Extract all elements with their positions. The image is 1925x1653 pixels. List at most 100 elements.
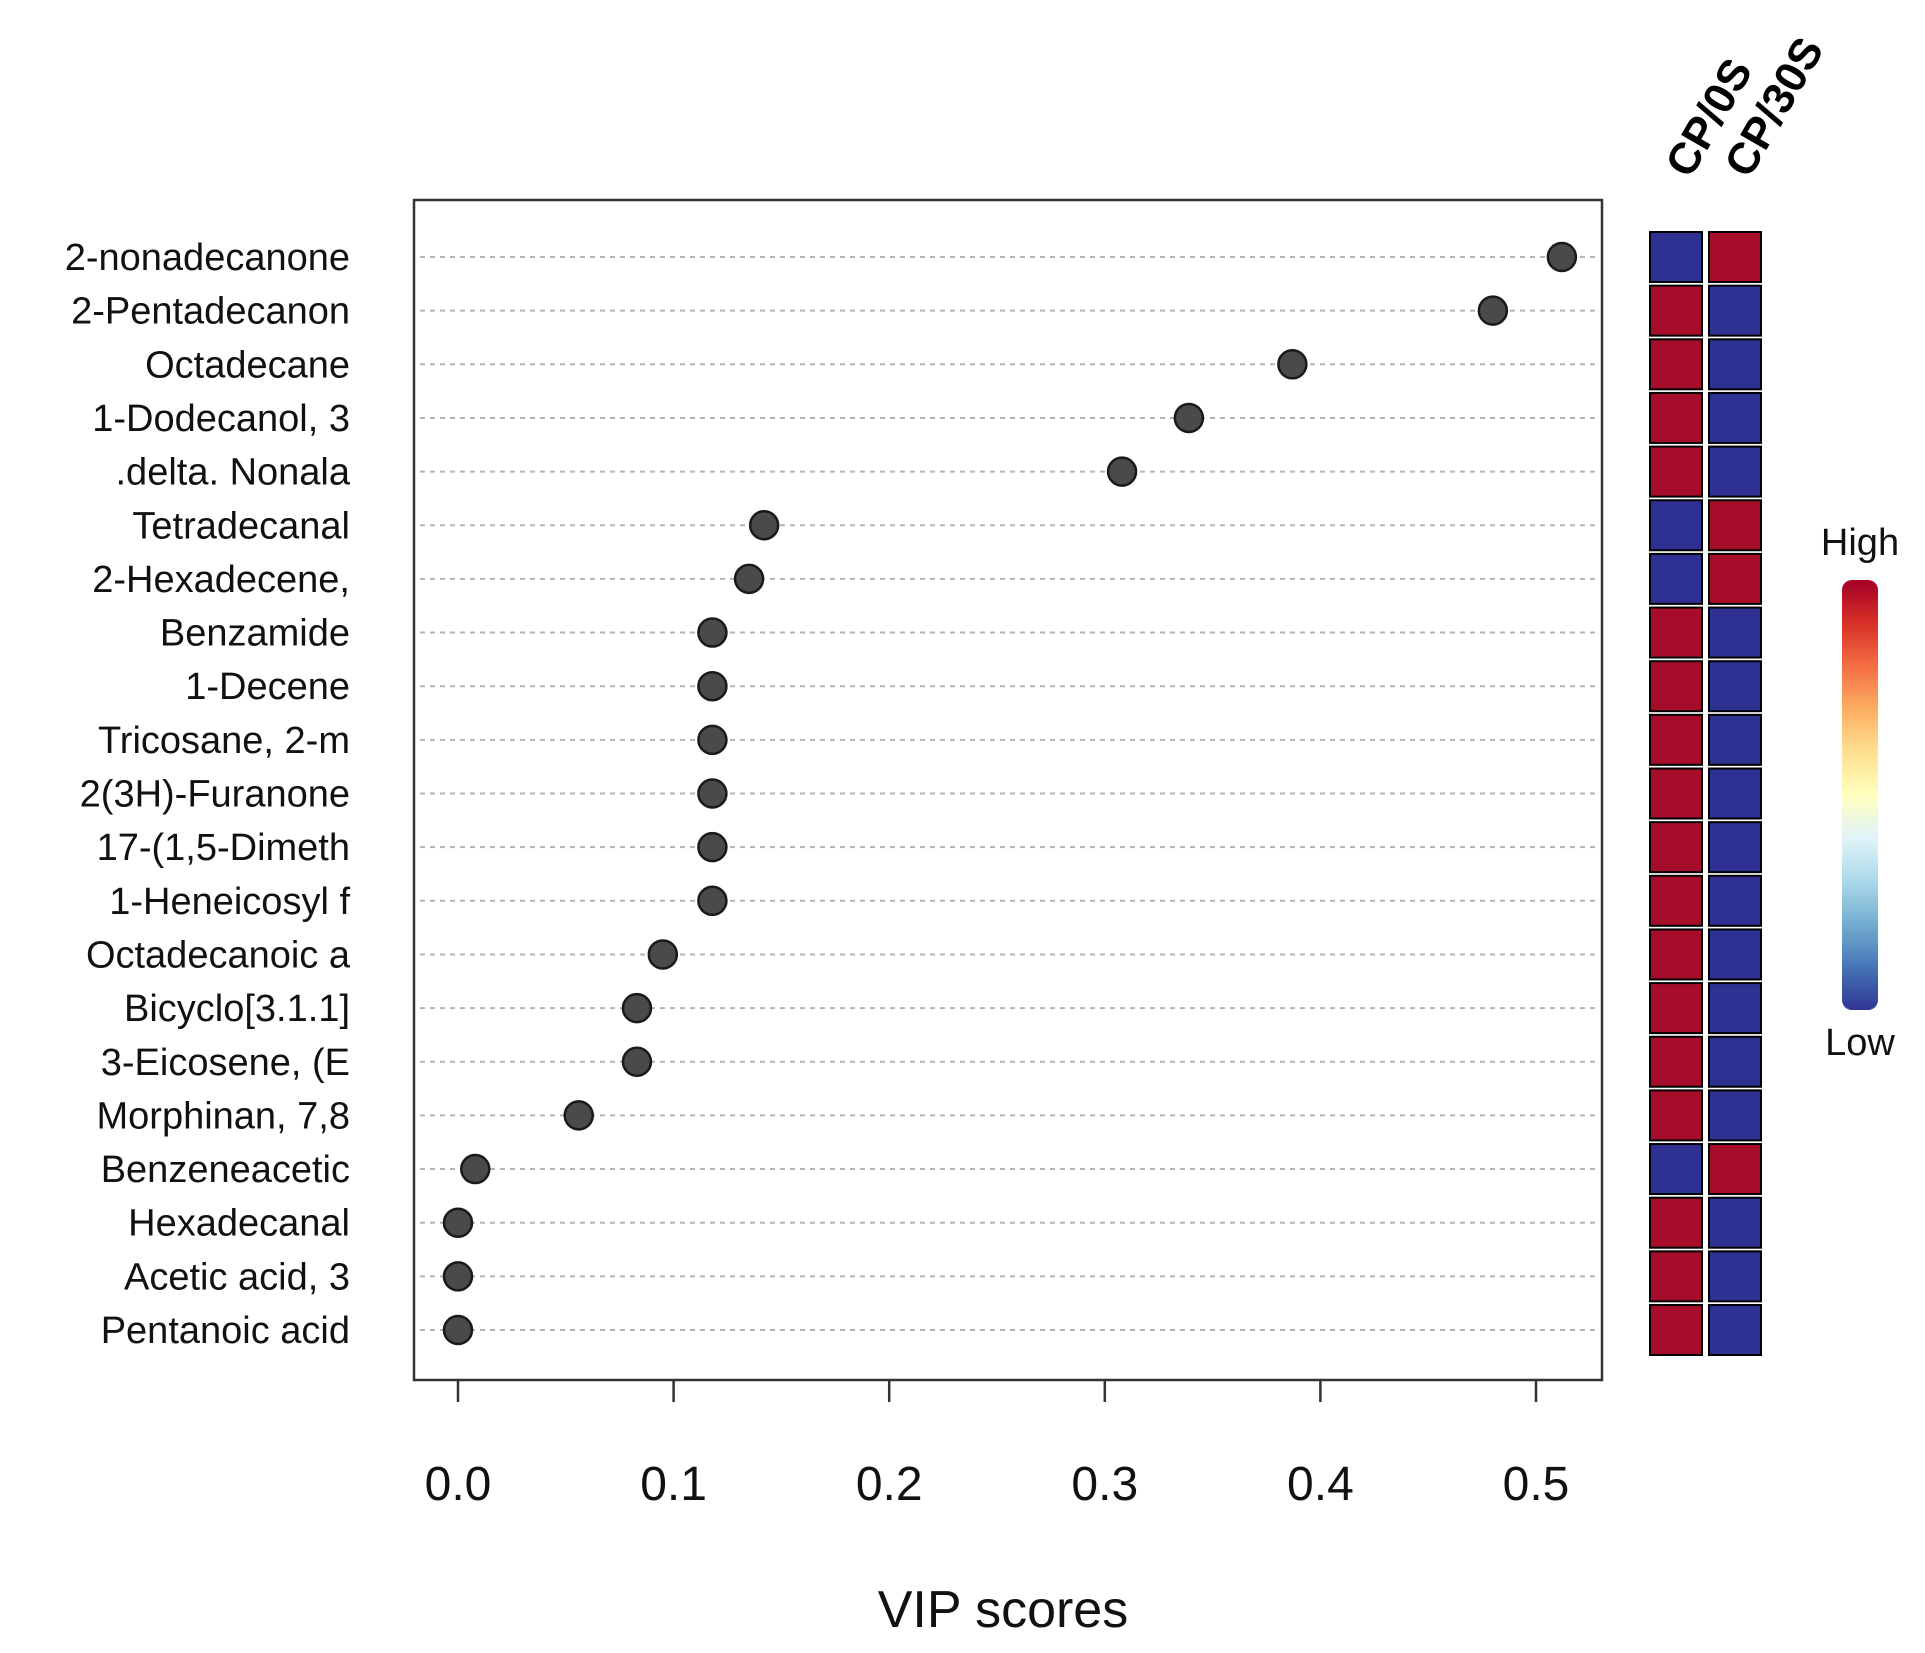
category-labels: 2-nonadecanone 2-Pentadecanon Octadecane 1-… xyxy=(65,237,351,1352)
data-point xyxy=(647,939,679,970)
data-point xyxy=(459,1153,491,1185)
category-label: 1-Decene xyxy=(185,666,350,708)
color-scale-bar xyxy=(1842,580,1878,1010)
data-point xyxy=(563,1100,594,1131)
heatmap xyxy=(1649,231,1762,1356)
category-label: 2-nonadecanone xyxy=(65,237,350,279)
heatmap-cell xyxy=(1649,231,1703,283)
heatmap-cell xyxy=(1708,338,1762,391)
category-label: 3-Eicosene, (E xyxy=(101,1042,350,1084)
heatmap-cell xyxy=(1649,821,1703,874)
data-point xyxy=(1173,402,1205,434)
data-point xyxy=(697,885,728,917)
heatmap-cell xyxy=(1708,1035,1762,1088)
x-tick-label: 0.1 xyxy=(640,1458,707,1511)
heatmap-cell xyxy=(1649,1143,1703,1196)
heatmap-cell xyxy=(1649,767,1703,820)
data-point xyxy=(697,831,728,863)
category-label: Tricosane, 2-m xyxy=(98,720,350,762)
heatmap-cell xyxy=(1649,660,1703,713)
gridlines xyxy=(420,256,1596,1331)
heatmap-cell xyxy=(1708,713,1762,766)
data-point xyxy=(1546,241,1578,273)
heatmap-cell xyxy=(1708,606,1762,659)
heatmap-cell xyxy=(1708,1250,1762,1303)
heatmap-cell xyxy=(1708,1089,1762,1142)
category-label: 2(3H)-Furanone xyxy=(80,774,350,816)
heatmap-cell xyxy=(1649,552,1703,605)
heatmap-cell xyxy=(1708,660,1762,713)
category-label: Benzamide xyxy=(160,613,350,655)
x-axis-title: VIP scores xyxy=(878,1581,1128,1639)
category-label: 17-(1,5-Dimeth xyxy=(97,827,350,869)
data-point xyxy=(697,670,728,702)
legend-high-label: High xyxy=(1821,522,1899,564)
heatmap-cell xyxy=(1708,552,1762,605)
data-point xyxy=(697,778,728,809)
data-point xyxy=(697,617,728,648)
heatmap-cell xyxy=(1708,391,1762,444)
category-label: Octadecanoic a xyxy=(86,934,351,976)
data-point xyxy=(442,1314,474,1346)
heatmap-cell xyxy=(1708,1304,1762,1356)
category-label: .delta. Nonala xyxy=(116,452,351,494)
heatmap-cell xyxy=(1649,982,1703,1035)
x-tick-label: 0.0 xyxy=(425,1458,492,1511)
heatmap-cell xyxy=(1649,928,1703,981)
data-point xyxy=(697,724,728,756)
data-point xyxy=(748,510,780,541)
data-point xyxy=(733,563,765,595)
heatmap-cell xyxy=(1649,713,1703,766)
color-scale-legend: High Low xyxy=(1821,522,1899,1064)
category-label: 2-Hexadecene, xyxy=(92,559,350,601)
category-label: Tetradecanal xyxy=(132,505,350,547)
heatmap-cell xyxy=(1708,928,1762,981)
heatmap-cell xyxy=(1708,499,1762,552)
heatmap-cell xyxy=(1649,499,1703,552)
heatmap-cell xyxy=(1708,284,1762,337)
heatmap-cell xyxy=(1708,1196,1762,1249)
category-label: Acetic acid, 3 xyxy=(124,1256,350,1298)
heatmap-cell xyxy=(1649,284,1703,337)
heatmap-cell xyxy=(1649,1196,1703,1249)
data-point xyxy=(621,1046,653,1077)
category-label: 1-Dodecanol, 3 xyxy=(92,398,350,440)
data-point xyxy=(1477,295,1509,326)
category-label: 1-Heneicosyl f xyxy=(109,881,350,923)
x-tick-label: 0.5 xyxy=(1503,1458,1570,1511)
heatmap-cell xyxy=(1708,445,1762,498)
legend-low-label: Low xyxy=(1825,1022,1895,1064)
heatmap-cell xyxy=(1708,874,1762,927)
heatmap-cell xyxy=(1708,231,1762,283)
data-point xyxy=(442,1261,474,1292)
heatmap-cell xyxy=(1649,1035,1703,1088)
x-axis: 0.0 0.1 0.2 0.3 0.4 0.5 xyxy=(425,1380,1570,1511)
heatmap-cell xyxy=(1649,874,1703,927)
category-label: Hexadecanal xyxy=(128,1203,350,1245)
data-point xyxy=(442,1207,474,1238)
x-tick-label: 0.4 xyxy=(1287,1458,1354,1511)
heatmap-cell xyxy=(1708,767,1762,820)
plot-frame xyxy=(412,198,1604,1382)
data-point xyxy=(1277,349,1308,380)
heatmap-cell xyxy=(1649,1250,1703,1303)
heatmap-cell xyxy=(1708,982,1762,1035)
heatmap-cell xyxy=(1649,1089,1703,1142)
category-label: Bicyclo[3.1.1] xyxy=(124,988,350,1030)
category-label: Morphinan, 7,8 xyxy=(97,1095,351,1137)
category-label: Benzeneacetic xyxy=(101,1149,350,1191)
heatmap-cell xyxy=(1708,821,1762,874)
category-label: 2-Pentadecanon xyxy=(71,291,350,333)
heatmap-cell xyxy=(1649,338,1703,391)
category-label: Pentanoic acid xyxy=(101,1310,350,1352)
category-label: Octadecane xyxy=(145,344,350,386)
x-tick-label: 0.3 xyxy=(1071,1458,1138,1511)
data-point xyxy=(621,992,653,1024)
heatmap-cell xyxy=(1708,1143,1762,1196)
data-point xyxy=(1106,456,1138,487)
x-tick-label: 0.2 xyxy=(856,1458,923,1511)
heatmap-cell xyxy=(1649,445,1703,498)
heatmap-cell xyxy=(1649,1304,1703,1356)
